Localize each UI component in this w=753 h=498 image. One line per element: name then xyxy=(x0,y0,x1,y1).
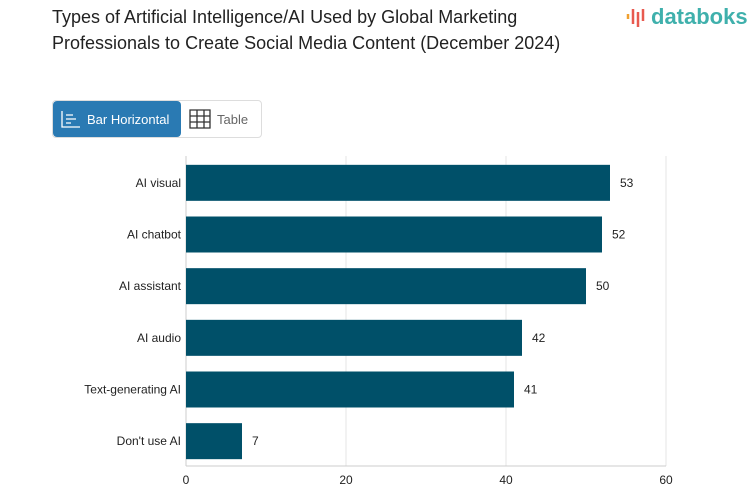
x-tick-label: 60 xyxy=(659,473,673,487)
bar-horizontal-button[interactable]: Bar Horizontal xyxy=(53,101,181,137)
table-label: Table xyxy=(217,111,249,127)
data-label: 52 xyxy=(612,228,626,242)
category-label: AI assistant xyxy=(119,279,182,293)
bar xyxy=(186,371,514,408)
logo-bars-icon xyxy=(626,9,645,27)
bar xyxy=(186,423,242,460)
category-label: AI audio xyxy=(137,331,181,345)
view-toggle: Bar Horizontal Table xyxy=(52,100,262,138)
data-label: 42 xyxy=(532,331,546,345)
bar xyxy=(186,216,602,253)
category-label: Text-generating AI xyxy=(84,383,181,397)
category-label: Don't use AI xyxy=(117,434,181,448)
logo-text: databoks xyxy=(651,4,748,29)
data-label: 41 xyxy=(524,383,538,397)
bar-chart-icon xyxy=(61,111,80,128)
bar xyxy=(186,319,522,356)
category-label: AI chatbot xyxy=(127,228,182,242)
databoks-logo[interactable]: databoks xyxy=(626,4,748,30)
data-label: 7 xyxy=(252,434,259,448)
x-tick-label: 20 xyxy=(339,473,353,487)
data-label: 53 xyxy=(620,176,634,190)
bar xyxy=(186,164,610,201)
table-button[interactable]: Table xyxy=(181,101,256,137)
bar xyxy=(186,268,586,305)
category-label: AI visual xyxy=(136,176,181,190)
data-label: 50 xyxy=(596,279,610,293)
x-tick-label: 40 xyxy=(499,473,513,487)
bar-horizontal-label: Bar Horizontal xyxy=(87,111,170,127)
chart-title: Types of Artificial Intelligence/AI Used… xyxy=(52,7,561,53)
table-icon xyxy=(189,109,211,129)
x-tick-label: 0 xyxy=(183,473,190,487)
